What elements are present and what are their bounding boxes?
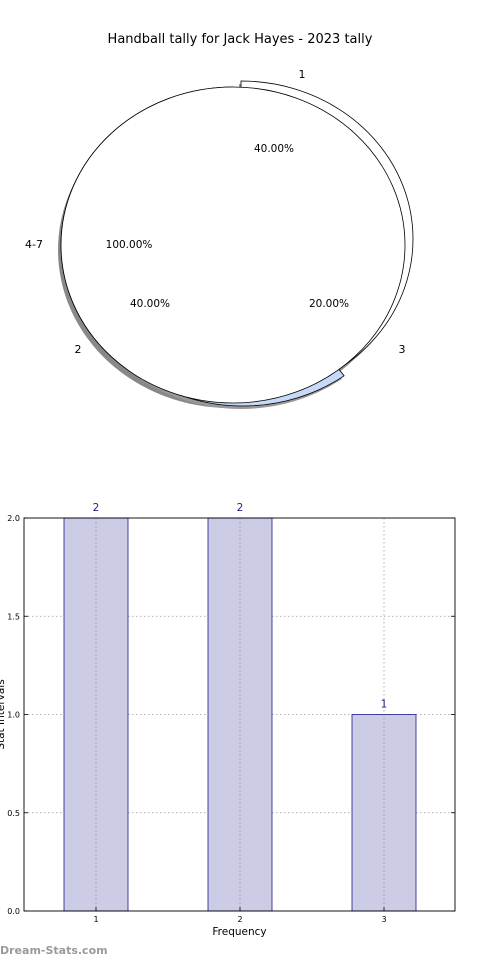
y-tick-label: 1.0 [7,711,20,720]
x-tick-label: 1 [93,915,98,924]
pie-label: 3 [399,343,406,356]
y-tick-label: 1.5 [7,612,20,621]
bar-value-label: 2 [237,502,244,514]
x-tick-label: 2 [237,915,242,924]
pie-percent-label: 20.00% [309,298,349,310]
bar-value-label: 2 [93,502,100,514]
pie-percent-label: 100.00% [106,239,153,251]
pie-percent-label: 40.00% [254,143,294,155]
pie-percent-label: 40.00% [130,298,170,310]
plot-frame [23,517,456,912]
x-tick-label: 3 [381,915,386,924]
y-tick-label: 2.0 [7,514,20,523]
y-axis-label: Stat Intervals [0,679,7,749]
pie-label: 2 [75,343,82,356]
watermark: Dream-Stats.com [0,944,108,957]
pie-slice-overlay [60,86,406,404]
pie-chart: 1 40.00% 3 20.00% 2 40.00% 4-7 100.00% [25,68,414,409]
pie-label: 4-7 [25,238,43,251]
bar-chart: 0.0 0.5 1.0 1.5 2.0 2 1 2 2 1 3 Frequency Stat Inter… [0,502,456,938]
y-tick-label: 0.5 [7,809,20,818]
pie-title: Handball tally for Jack Hayes - 2023 tal… [108,32,373,47]
x-axis-label: Frequency [212,926,266,938]
pie-label: 1 [299,68,306,81]
bar-value-label: 1 [381,699,388,711]
y-tick-label: 0.0 [7,907,20,916]
